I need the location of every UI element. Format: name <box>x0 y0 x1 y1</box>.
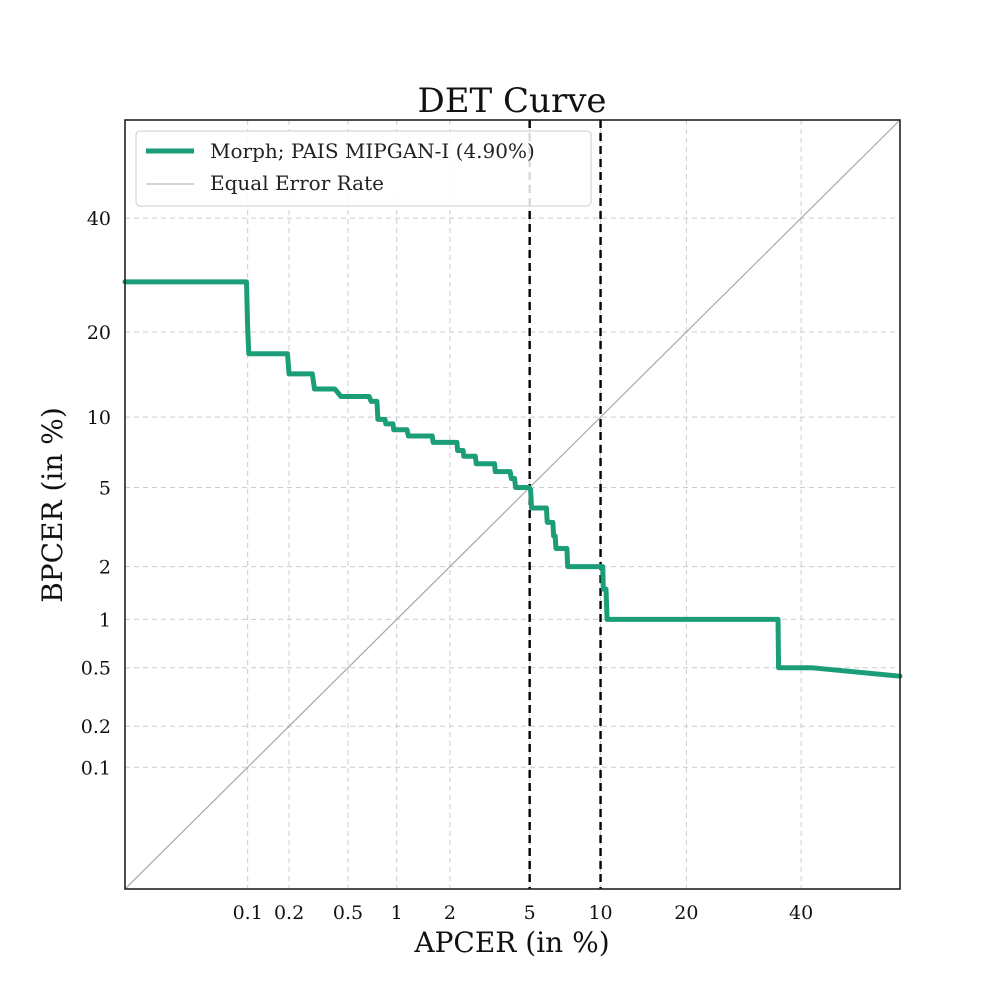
y-tick-label-40: 40 <box>87 208 111 230</box>
legend-label-morph: Morph; PAIS MIPGAN-I (4.90%) <box>210 139 535 163</box>
plot-frame <box>124 119 901 890</box>
x-tick-label-2: 2 <box>444 902 456 924</box>
eer-line <box>124 119 901 890</box>
series-layer <box>122 279 903 679</box>
x-tick-label-5: 5 <box>524 902 536 924</box>
chart-title: DET Curve <box>417 81 606 121</box>
eer-layer <box>124 119 901 890</box>
x-tick-label-0-1: 0.1 <box>233 902 263 924</box>
y-tick-label-0-5: 0.5 <box>81 658 111 680</box>
grid <box>125 120 900 889</box>
y-tick-label-1: 1 <box>99 609 111 631</box>
legend: Morph; PAIS MIPGAN-I (4.90%) Equal Error… <box>135 130 592 207</box>
y-tick-label-0-1: 0.1 <box>81 757 111 779</box>
y-tick-label-10: 10 <box>87 407 111 429</box>
y-tick-label-5: 5 <box>99 477 111 499</box>
legend-box <box>135 130 592 207</box>
x-tick-label-20: 20 <box>674 902 698 924</box>
tick-labels: 0.1 0.2 0.5 1 2 5 10 20 40 0.1 0.2 0.5 1 2 5 10 20 40 <box>81 208 813 924</box>
y-tick-label-0-2: 0.2 <box>81 716 111 738</box>
y-tick-label-2: 2 <box>99 557 111 579</box>
x-tick-label-10: 10 <box>588 902 612 924</box>
x-tick-label-1: 1 <box>391 902 403 924</box>
x-tick-label-40: 40 <box>789 902 813 924</box>
y-axis-title: BPCER (in %) <box>36 407 69 603</box>
y-tick-label-20: 20 <box>87 322 111 344</box>
x-tick-label-0-2: 0.2 <box>274 902 304 924</box>
x-axis-title: APCER (in %) <box>413 926 609 959</box>
legend-label-eer: Equal Error Rate <box>210 171 384 195</box>
x-tick-label-0-5: 0.5 <box>333 902 363 924</box>
det-curve-morph <box>122 279 903 679</box>
